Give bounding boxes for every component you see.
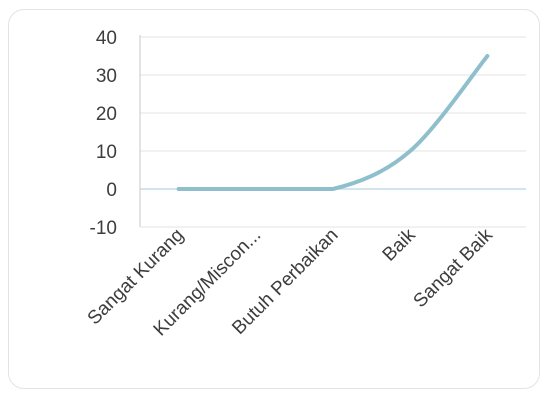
series-layer	[176, 54, 490, 192]
chart-frame	[8, 9, 540, 389]
grid-layer	[140, 36, 526, 228]
x-category-label: Sangat Baik	[410, 224, 498, 312]
series-line-0	[176, 54, 490, 192]
y-tick-label: -10	[90, 218, 117, 239]
y-tick-labels: -10 0 10 20 30 40	[90, 28, 117, 239]
y-tick-label: 30	[96, 66, 117, 87]
y-tick-label: 10	[96, 142, 117, 163]
x-category-label: Baik	[379, 224, 420, 265]
y-tick-label: 20	[96, 104, 117, 125]
y-tick-label: 40	[96, 28, 117, 49]
y-tick-label: 0	[106, 180, 117, 201]
